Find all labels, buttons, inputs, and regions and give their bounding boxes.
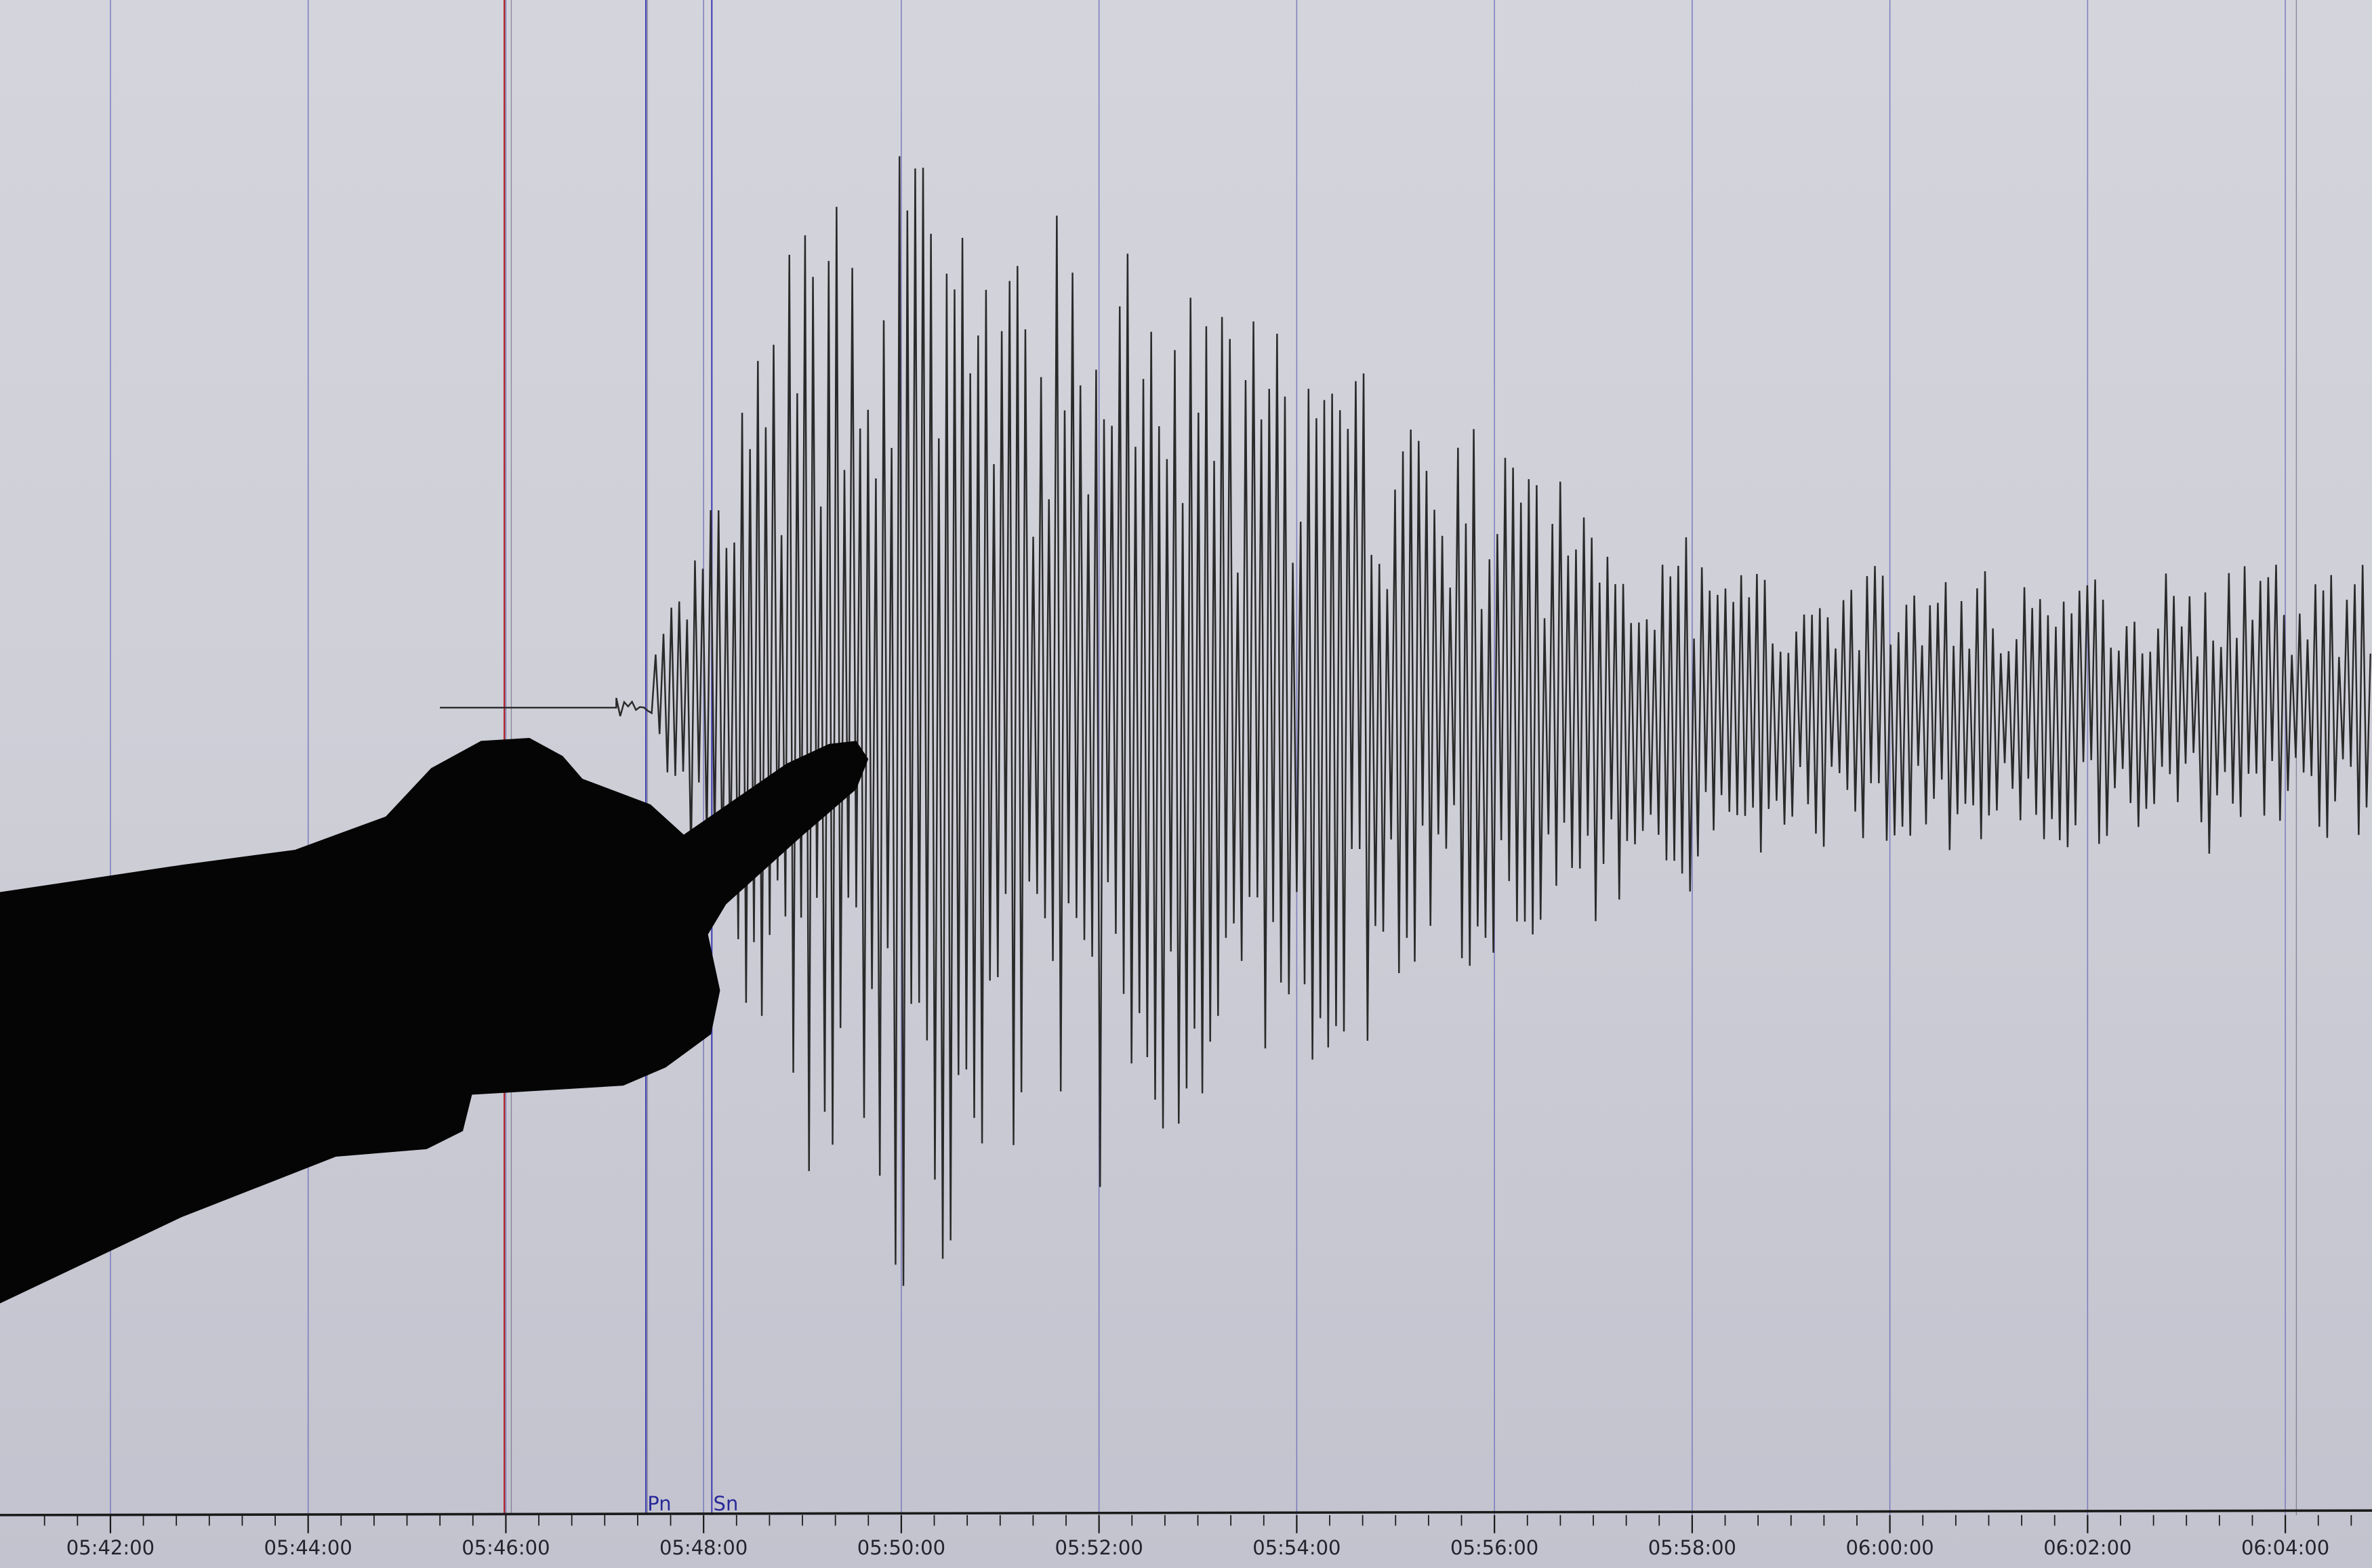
time-tick-label: 06:02:00 bbox=[2043, 1536, 2131, 1559]
time-tick-label: 05:48:00 bbox=[659, 1536, 748, 1559]
time-tick-label: 05:56:00 bbox=[1450, 1536, 1538, 1559]
time-axis-line bbox=[0, 1509, 2372, 1517]
time-tick-label: 05:46:00 bbox=[462, 1536, 550, 1559]
phase-markers: Pn Sn bbox=[645, 0, 739, 1515]
pointing-hand-silhouette bbox=[0, 737, 869, 1304]
seismic-trace bbox=[440, 156, 2371, 1286]
time-tick-label: 06:04:00 bbox=[2241, 1536, 2329, 1559]
phase-label-pn: Pn bbox=[647, 1492, 671, 1515]
time-axis-ticks: 05:42:00 05:44:00 05:46:00 05:48:00 05:50:00… bbox=[43, 1514, 2352, 1559]
time-tick-label: 05:42:00 bbox=[66, 1536, 155, 1559]
time-tick-label: 05:44:00 bbox=[264, 1536, 352, 1559]
time-tick-label: 05:54:00 bbox=[1252, 1536, 1341, 1559]
time-tick-label: 06:00:00 bbox=[1845, 1536, 1934, 1559]
time-tick-label: 05:52:00 bbox=[1055, 1536, 1143, 1559]
phase-label-sn: Sn bbox=[714, 1492, 739, 1515]
time-tick-label: 05:58:00 bbox=[1648, 1536, 1736, 1559]
time-tick-label: 05:50:00 bbox=[857, 1536, 945, 1559]
